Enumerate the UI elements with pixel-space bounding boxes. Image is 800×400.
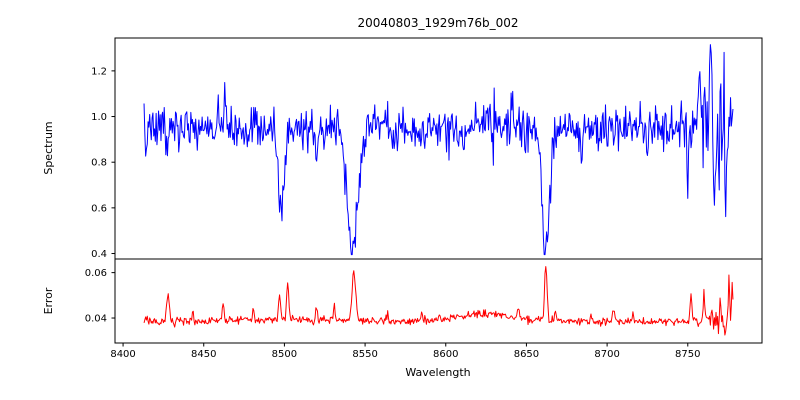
x-tick-label: 8400 [110,349,135,360]
x-tick-label: 8550 [352,349,377,360]
series-layer [143,44,734,336]
y-axis-label-spectrum: Spectrum [42,121,55,174]
x-tick-label: 8450 [191,349,216,360]
series-line-error [143,266,734,336]
ticks-layer: 0.4 0.6 0.8 1.0 1.2 0.04 0.06 8400 8450 8500 8550 8… [85,66,701,360]
y-tick-label: 0.8 [91,158,107,169]
y-axis-label-error: Error [42,287,55,314]
y-tick-label: 0.06 [85,268,107,279]
x-tick-label: 8500 [272,349,297,360]
chart-title: 20040803_1929m76b_002 [357,16,518,30]
y-tick-label: 1.2 [91,66,107,77]
x-axis-label: Wavelength [405,366,470,379]
x-tick-label: 8600 [433,349,458,360]
x-tick-label: 8700 [594,349,619,360]
axes-layer [114,37,763,344]
y-tick-label: 0.4 [91,249,107,260]
series-line-spectrum [143,44,734,256]
y-tick-label: 0.6 [91,203,107,214]
x-tick-label: 8750 [675,349,700,360]
axes-box-error [114,258,763,344]
x-tick-label: 8650 [514,349,539,360]
y-tick-label: 1.0 [91,112,107,123]
y-tick-label: 0.04 [85,314,107,325]
axes-box-spectrum [114,37,763,260]
